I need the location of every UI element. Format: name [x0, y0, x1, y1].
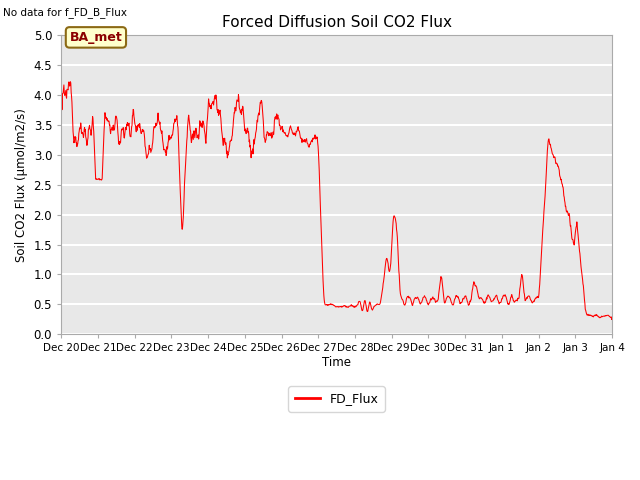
FD_Flux [608, 317, 616, 323]
FD_Flux [543, 156, 551, 161]
FD_Flux [242, 129, 250, 134]
Legend: FD_Flux: FD_Flux [289, 386, 385, 411]
Text: BA_met: BA_met [70, 31, 122, 44]
Title: Forced Diffusion Soil CO2 Flux: Forced Diffusion Soil CO2 Flux [221, 15, 452, 30]
FD_Flux [180, 194, 188, 200]
FD_Flux [422, 298, 430, 303]
FD_Flux [608, 314, 616, 320]
X-axis label: Time: Time [322, 356, 351, 369]
FD_Flux [58, 102, 65, 108]
FD_Flux [167, 134, 175, 140]
Text: No data for f_FD_B_Flux: No data for f_FD_B_Flux [3, 7, 127, 18]
FD_Flux [495, 298, 502, 304]
Line: FD_Flux: FD_Flux [61, 82, 612, 320]
Y-axis label: Soil CO2 Flux (μmol/m2/s): Soil CO2 Flux (μmol/m2/s) [15, 108, 28, 262]
FD_Flux [67, 79, 74, 84]
